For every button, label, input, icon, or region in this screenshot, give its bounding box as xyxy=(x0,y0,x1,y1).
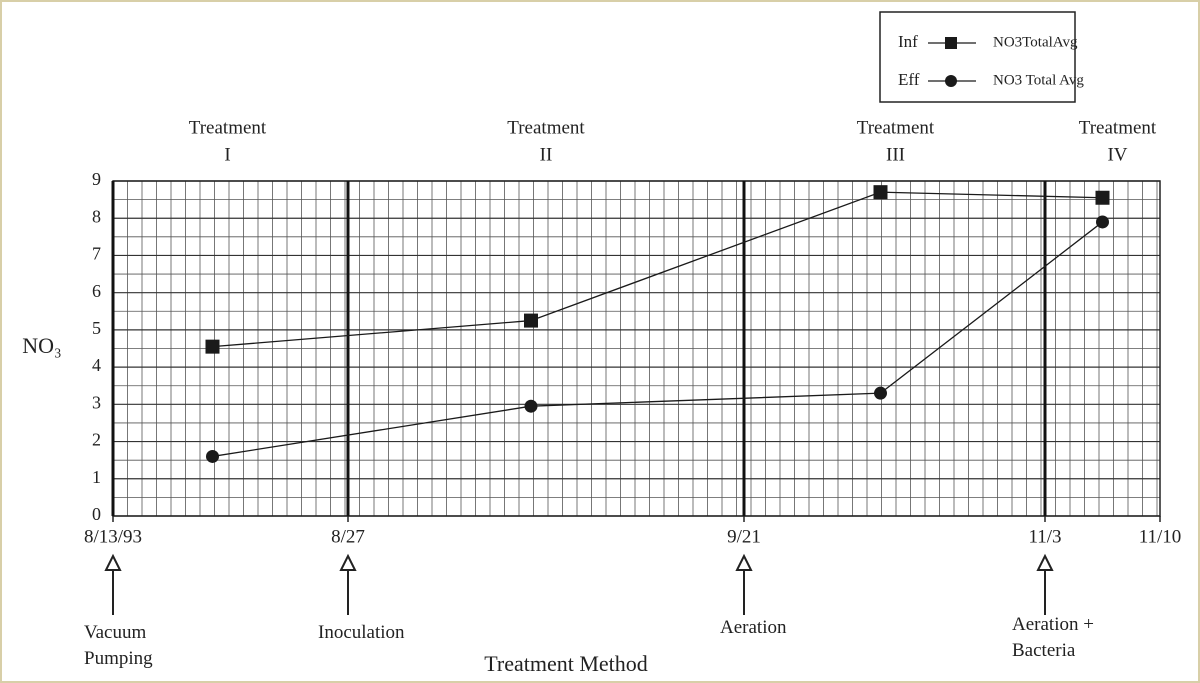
marker xyxy=(874,386,887,400)
legend-marker xyxy=(945,75,957,87)
y-tick-label: 8 xyxy=(92,206,101,226)
marker xyxy=(873,185,888,200)
y-tick-label: 0 xyxy=(92,504,101,524)
x-axis-title: Treatment Method xyxy=(484,651,648,676)
category-prefix: Treatment xyxy=(857,117,935,138)
marker xyxy=(524,313,538,328)
y-tick-label: 7 xyxy=(92,244,101,264)
x-tick-label: 8/27 xyxy=(331,526,365,547)
series-line xyxy=(212,191,1103,348)
x-tick-label: 11/3 xyxy=(1028,526,1061,547)
event-label: Aeration + Bacteria xyxy=(1012,614,1094,661)
marker xyxy=(1096,215,1109,229)
event-arrow-head xyxy=(735,553,753,571)
category-label: I xyxy=(224,144,230,165)
x-tick-label: 8/13/93 xyxy=(84,526,142,547)
category-prefix: Treatment xyxy=(507,117,585,138)
legend-prefix: Inf xyxy=(898,32,918,51)
event-label: Aeration xyxy=(720,617,787,638)
marker xyxy=(1095,190,1110,205)
legend-box xyxy=(879,11,1076,103)
y-tick-label: 4 xyxy=(92,355,101,375)
y-tick-label: 2 xyxy=(92,430,101,450)
category-prefix: Treatment xyxy=(1079,117,1157,138)
y-tick-label: 1 xyxy=(92,467,101,487)
category-prefix: Treatment xyxy=(189,117,267,138)
marker xyxy=(524,399,538,413)
y-tick-label: 6 xyxy=(92,281,101,301)
category-label: III xyxy=(886,144,905,165)
marker xyxy=(205,339,220,354)
marker xyxy=(206,449,219,463)
event-arrow-head xyxy=(339,553,357,571)
y-axis-title: NO₃ xyxy=(22,333,61,358)
legend-label: NO3TotalAvg xyxy=(993,34,1078,50)
category-label: IV xyxy=(1107,144,1127,165)
event-arrow-head xyxy=(1036,553,1054,571)
x-tick-label: 11/10 xyxy=(1139,526,1182,547)
legend-label: NO3 Total Avg xyxy=(993,72,1084,88)
legend-marker xyxy=(945,37,957,49)
y-tick-label: 3 xyxy=(92,392,101,412)
x-tick-label: 9/21 xyxy=(727,526,761,547)
category-label: II xyxy=(540,144,553,165)
event-arrow-head xyxy=(104,553,122,571)
y-tick-label: 5 xyxy=(92,318,101,338)
series-line xyxy=(212,221,1103,458)
y-tick-label: 9 xyxy=(92,169,101,189)
event-label: Vacuum Pumping xyxy=(84,622,153,669)
legend-prefix: Eff xyxy=(898,70,920,89)
event-label: Inoculation xyxy=(318,622,405,643)
